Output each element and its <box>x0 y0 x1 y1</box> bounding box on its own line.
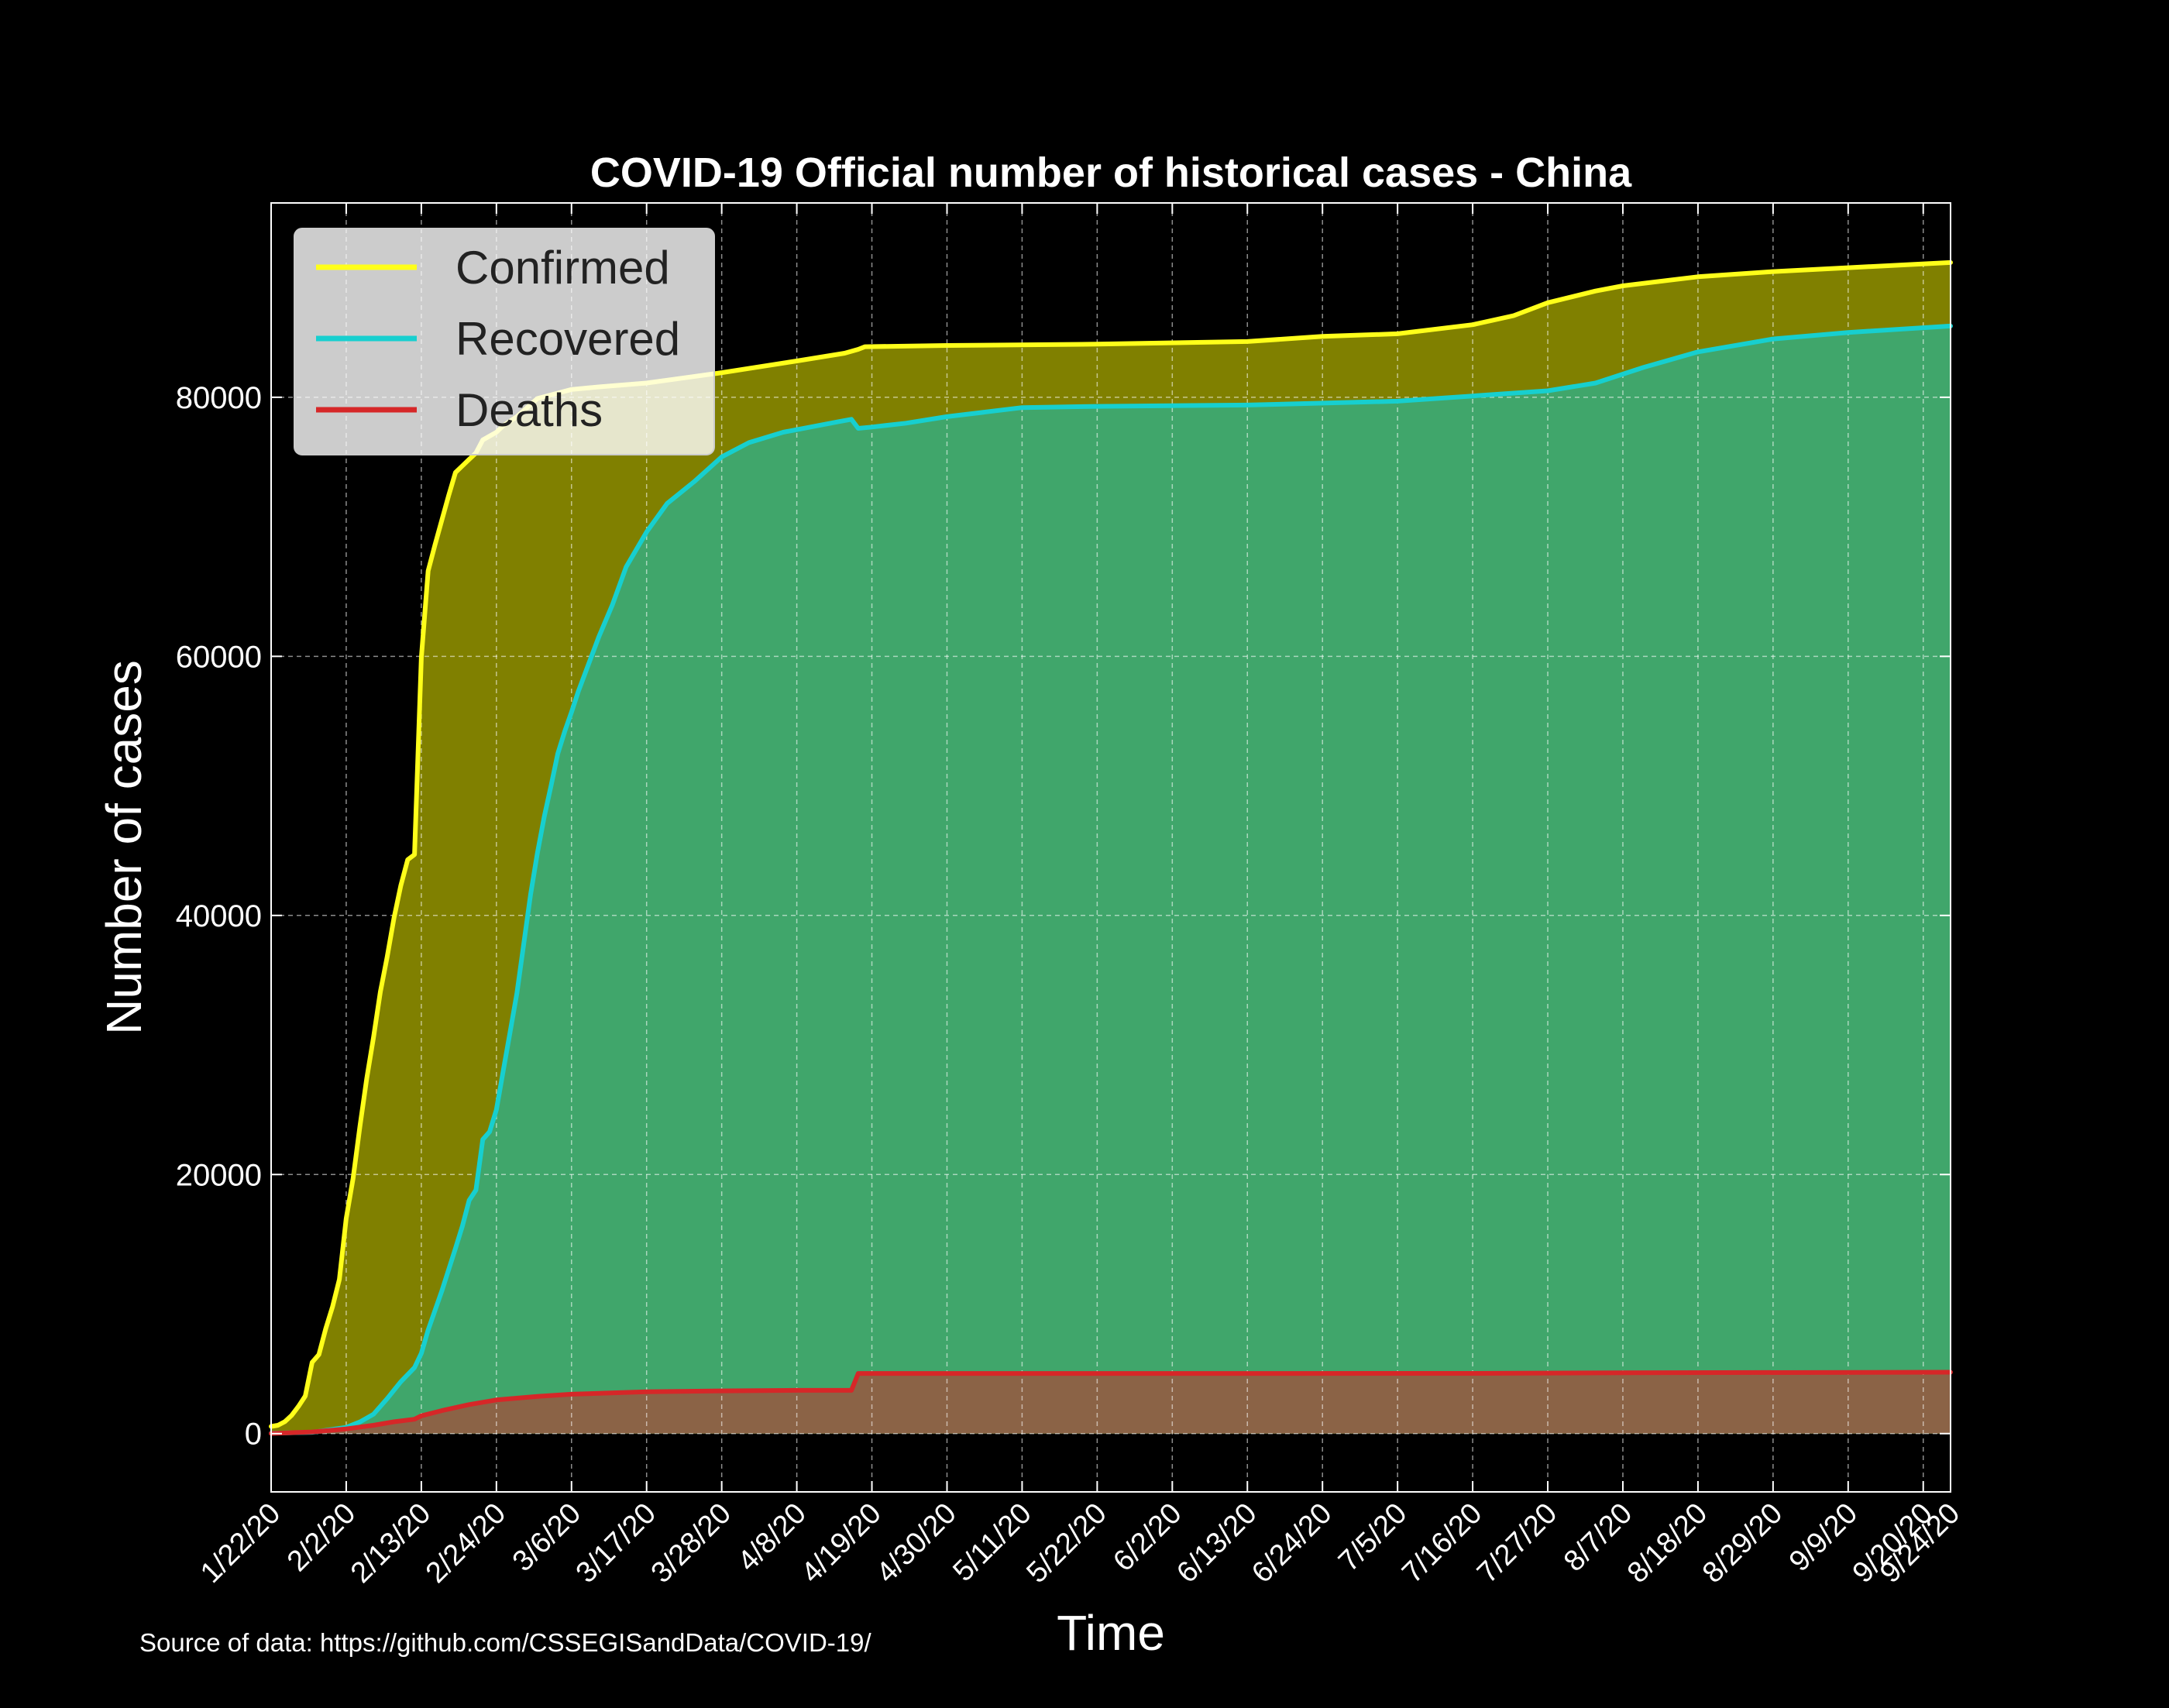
chart-title: COVID-19 Official number of historical c… <box>590 149 1632 196</box>
plot-frame <box>270 202 1951 1493</box>
recovered-line <box>269 323 1953 1436</box>
y-tick-label: 20000 <box>176 1158 262 1192</box>
deaths-line <box>269 1369 1953 1436</box>
y-tick-label: 0 <box>245 1418 262 1452</box>
recovered-legend-label: Recovered <box>455 313 680 365</box>
source-note: Source of data: https://github.com/CSSEG… <box>139 1628 871 1657</box>
series-lines <box>269 259 1953 1436</box>
area-fills <box>271 262 1951 1434</box>
y-tick-label: 40000 <box>176 899 262 933</box>
legend-box <box>294 228 715 455</box>
y-tick-label: 80000 <box>176 381 262 415</box>
confirmed-legend-label: Confirmed <box>455 242 670 294</box>
confirmed-line <box>269 259 1953 1429</box>
x-axis-label: Time <box>1057 1605 1165 1661</box>
y-tick-label: 60000 <box>176 640 262 674</box>
y-axis-label: Number of cases <box>96 660 152 1035</box>
deaths-area <box>271 1372 1951 1434</box>
legend: Confirmed Recovered Deaths <box>294 228 715 455</box>
deaths-legend-label: Deaths <box>455 384 603 436</box>
y-axis-ticks: 0 20000 40000 60000 80000 <box>176 381 1951 1452</box>
recovered-area <box>271 325 1951 1434</box>
